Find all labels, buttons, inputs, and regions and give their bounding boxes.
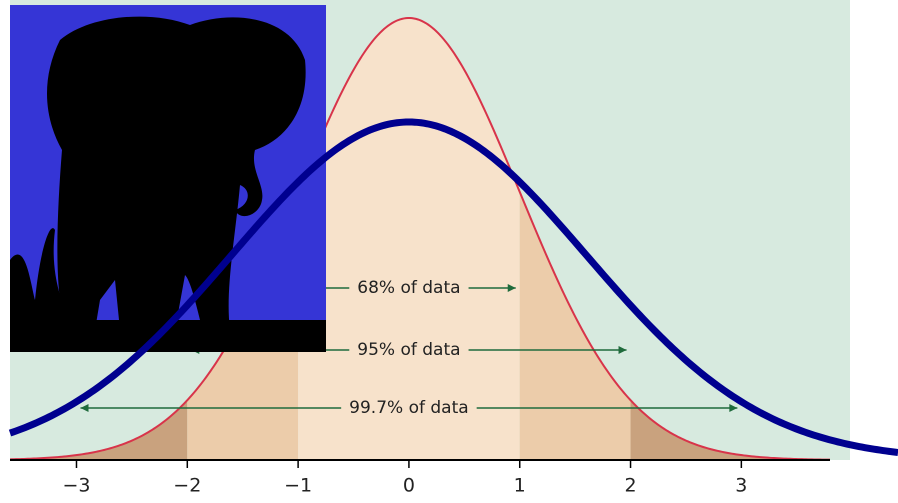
x-tick-label: −2 xyxy=(173,475,201,497)
annotation: 95% of data xyxy=(357,340,460,360)
arrow-head xyxy=(507,284,516,292)
overlay-curve xyxy=(8,118,898,456)
elephant-silhouette xyxy=(47,16,306,352)
region xyxy=(10,400,188,460)
blue-curve xyxy=(8,118,898,456)
grass xyxy=(10,228,326,352)
x-tick-label: −1 xyxy=(284,475,312,497)
region xyxy=(630,400,830,460)
arrow-head xyxy=(80,404,89,412)
x-tick-label: 1 xyxy=(514,475,526,497)
x-tick-label: 2 xyxy=(624,475,636,497)
region xyxy=(298,18,520,460)
x-tick-label: −3 xyxy=(62,475,90,497)
arrow-head xyxy=(729,404,738,412)
arrow-head xyxy=(618,346,627,354)
x-axis: −3 −2 −1 0 1 2 3 xyxy=(10,459,830,497)
x-tick-label: 0 xyxy=(403,475,415,497)
annotation: 68% of data xyxy=(357,278,460,298)
x-tick-label: 3 xyxy=(735,475,747,497)
elephant-image xyxy=(10,5,326,352)
density-curve xyxy=(9,17,831,461)
annotation: 99.7% of data xyxy=(349,398,469,418)
